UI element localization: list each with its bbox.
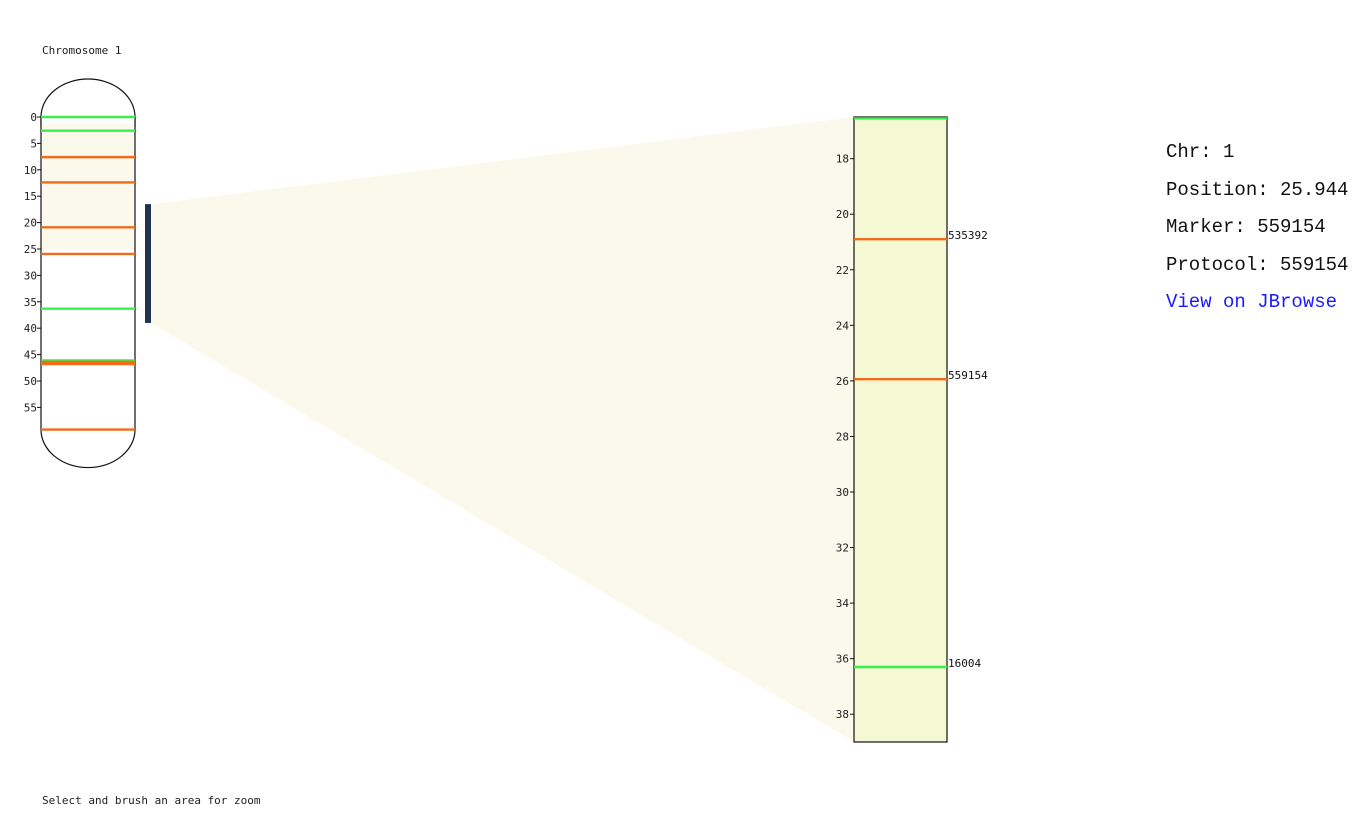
chromosome-overview[interactable]: 0 5 10 15 20 25 30 35 40 45 50 55 <box>24 78 151 469</box>
zoom-axis: 18 20 22 24 26 28 30 32 34 36 38 <box>836 153 854 721</box>
chr-info: Chr: 1 <box>1166 141 1235 163</box>
zoom-tick-label: 34 <box>836 597 850 610</box>
protocol-info: Protocol: 559154 <box>1166 253 1349 276</box>
zoom-connector <box>151 117 854 742</box>
overview-tick-label: 15 <box>24 190 37 203</box>
chromosome-title: Chromosome 1 <box>42 44 121 57</box>
overview-tick-label: 30 <box>24 269 37 282</box>
zoom-tick-label: 38 <box>836 708 849 721</box>
zoom-tick-label: 20 <box>836 208 849 221</box>
overview-axis: 0 5 10 15 20 25 30 35 40 45 50 55 <box>24 111 41 414</box>
zoom-instruction: Select and brush an area for zoom <box>42 794 261 807</box>
selection-region[interactable] <box>42 123 134 249</box>
chromosome-top-cap <box>40 78 136 127</box>
chromosome-bottom-cap <box>40 429 136 469</box>
zoom-tick-label: 24 <box>836 319 850 332</box>
overview-markers <box>41 115 135 431</box>
zoom-markers: 535392 559154 16004 <box>854 117 988 670</box>
brush-handle[interactable] <box>145 204 151 323</box>
overview-tick-label: 55 <box>24 401 37 414</box>
zoom-tick-label: 26 <box>836 375 849 388</box>
zoom-marker-label[interactable]: 535392 <box>948 229 988 242</box>
zoom-view: 18 20 22 24 26 28 30 32 34 36 38 535392 559154 16004 <box>836 116 988 743</box>
zoom-tick-label: 30 <box>836 486 849 499</box>
zoom-tick-label: 22 <box>836 264 849 277</box>
overview-tick-label: 25 <box>24 243 37 256</box>
zoom-tick-label: 36 <box>836 653 849 666</box>
overview-tick-label: 50 <box>24 375 37 388</box>
overview-tick-label: 20 <box>24 217 37 230</box>
overview-tick-label: 40 <box>24 322 37 335</box>
overview-tick-label: 0 <box>30 111 37 124</box>
marker-info-panel: Chr: 1 Position: 25.944 Marker: 559154 P… <box>1166 134 1348 322</box>
zoom-chromosome-box <box>853 116 948 743</box>
jbrowse-link[interactable]: View on JBrowse <box>1166 291 1338 313</box>
zoom-marker-label[interactable]: 16004 <box>948 657 981 670</box>
zoom-marker-label[interactable]: 559154 <box>948 369 988 382</box>
overview-tick-label: 35 <box>24 296 37 309</box>
zoom-tick-label: 18 <box>836 153 849 166</box>
overview-tick-label: 5 <box>30 137 37 150</box>
zoom-tick-label: 28 <box>836 430 849 443</box>
overview-tick-label: 45 <box>24 349 37 362</box>
position-info: Position: 25.944 <box>1166 178 1349 201</box>
zoom-tick-label: 32 <box>836 542 849 555</box>
marker-info: Marker: 559154 <box>1166 216 1326 238</box>
overview-tick-label: 10 <box>24 164 37 177</box>
